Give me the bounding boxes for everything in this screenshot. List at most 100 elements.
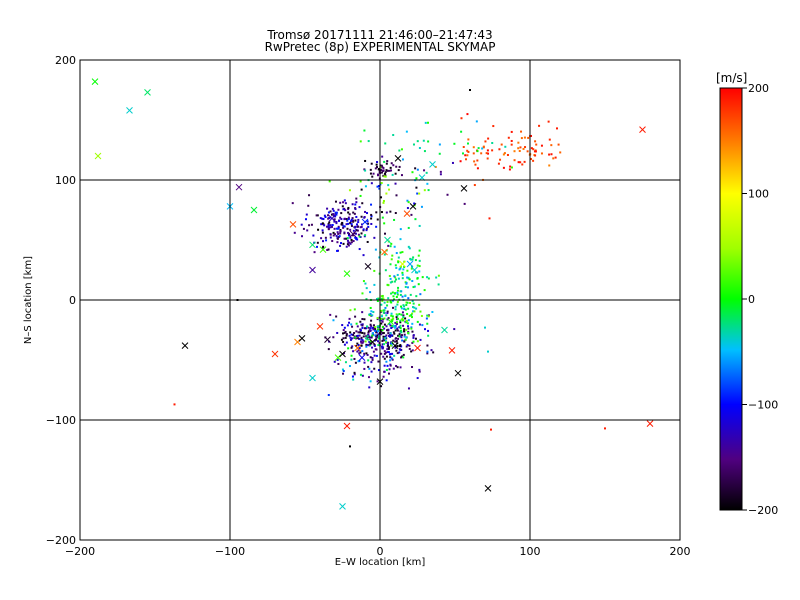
data-point	[357, 331, 360, 334]
data-point	[387, 334, 390, 337]
data-point	[347, 222, 350, 225]
data-point	[352, 333, 355, 336]
data-point	[414, 271, 417, 274]
data-point	[540, 144, 543, 147]
data-point	[402, 268, 405, 271]
data-point	[404, 295, 407, 298]
data-point	[387, 184, 390, 187]
data-point	[404, 338, 407, 341]
data-point	[350, 218, 353, 221]
data-point	[356, 238, 359, 241]
data-point	[381, 320, 384, 323]
data-point	[464, 154, 467, 157]
data-point	[408, 344, 411, 347]
data-point	[459, 160, 462, 163]
data-marker	[406, 260, 414, 268]
data-point	[382, 311, 385, 314]
data-point	[473, 160, 476, 163]
data-point	[548, 138, 551, 141]
colorbar	[719, 87, 743, 511]
data-point	[333, 233, 336, 236]
data-point	[407, 387, 410, 390]
data-point	[474, 163, 477, 166]
data-point	[357, 337, 360, 340]
data-point	[388, 346, 391, 349]
data-point	[390, 242, 393, 245]
data-point	[357, 343, 360, 346]
data-marker	[358, 354, 366, 361]
data-point	[389, 352, 392, 355]
data-point	[348, 241, 351, 244]
data-point	[389, 335, 392, 338]
data-point	[388, 169, 391, 172]
data-point	[426, 314, 429, 317]
data-point	[394, 321, 397, 324]
data-point	[342, 340, 345, 343]
data-point	[391, 299, 394, 302]
data-point	[403, 330, 406, 333]
data-point	[418, 192, 421, 195]
data-point	[397, 334, 400, 337]
data-point	[381, 347, 384, 350]
data-point	[354, 236, 357, 239]
data-point	[475, 120, 478, 123]
data-point	[364, 234, 367, 237]
data-point	[427, 334, 430, 337]
data-point	[344, 217, 347, 220]
data-point	[321, 217, 324, 220]
data-point	[342, 201, 345, 204]
data-marker	[126, 107, 133, 114]
data-point	[332, 214, 335, 217]
data-point	[380, 309, 383, 312]
data-point	[462, 146, 465, 149]
data-point	[371, 356, 374, 359]
data-point	[358, 206, 361, 209]
data-point	[385, 379, 388, 382]
data-point	[374, 326, 377, 329]
data-point	[522, 147, 525, 150]
data-marker	[94, 152, 102, 160]
data-point	[365, 345, 368, 348]
data-point	[333, 360, 336, 363]
data-point	[370, 215, 373, 218]
data-point	[413, 202, 416, 205]
data-point	[342, 208, 345, 211]
data-point	[401, 158, 404, 161]
data-point	[345, 218, 348, 221]
data-point	[398, 165, 401, 168]
data-point	[331, 240, 334, 243]
data-point	[476, 167, 479, 170]
data-point	[431, 310, 434, 313]
y-axis-ticks: −200 −100 0 100 200	[46, 54, 76, 547]
data-point	[351, 234, 354, 237]
data-point	[359, 373, 362, 376]
data-point	[317, 228, 320, 231]
data-point	[334, 215, 337, 218]
data-point	[361, 339, 364, 342]
data-point	[356, 350, 359, 353]
data-point	[472, 146, 475, 149]
data-point	[427, 329, 430, 332]
data-marker	[403, 210, 411, 217]
data-point	[391, 320, 394, 323]
data-point	[392, 306, 395, 309]
data-point	[419, 293, 422, 296]
data-point	[421, 276, 424, 279]
data-point	[359, 236, 362, 239]
y-tick-label: 0	[69, 294, 76, 307]
x-axis-ticks: −200 −100 0 100 200	[65, 545, 691, 558]
data-point	[484, 326, 486, 329]
data-point	[387, 344, 390, 347]
data-point	[369, 336, 372, 339]
data-point	[342, 370, 345, 373]
data-point	[342, 337, 345, 340]
data-point	[394, 264, 397, 267]
data-point	[392, 298, 395, 301]
data-point	[411, 330, 414, 333]
data-point	[401, 273, 404, 276]
data-point	[358, 337, 361, 340]
data-point	[364, 282, 367, 285]
data-point	[424, 121, 427, 124]
data-point	[401, 251, 404, 254]
data-point	[411, 300, 414, 303]
